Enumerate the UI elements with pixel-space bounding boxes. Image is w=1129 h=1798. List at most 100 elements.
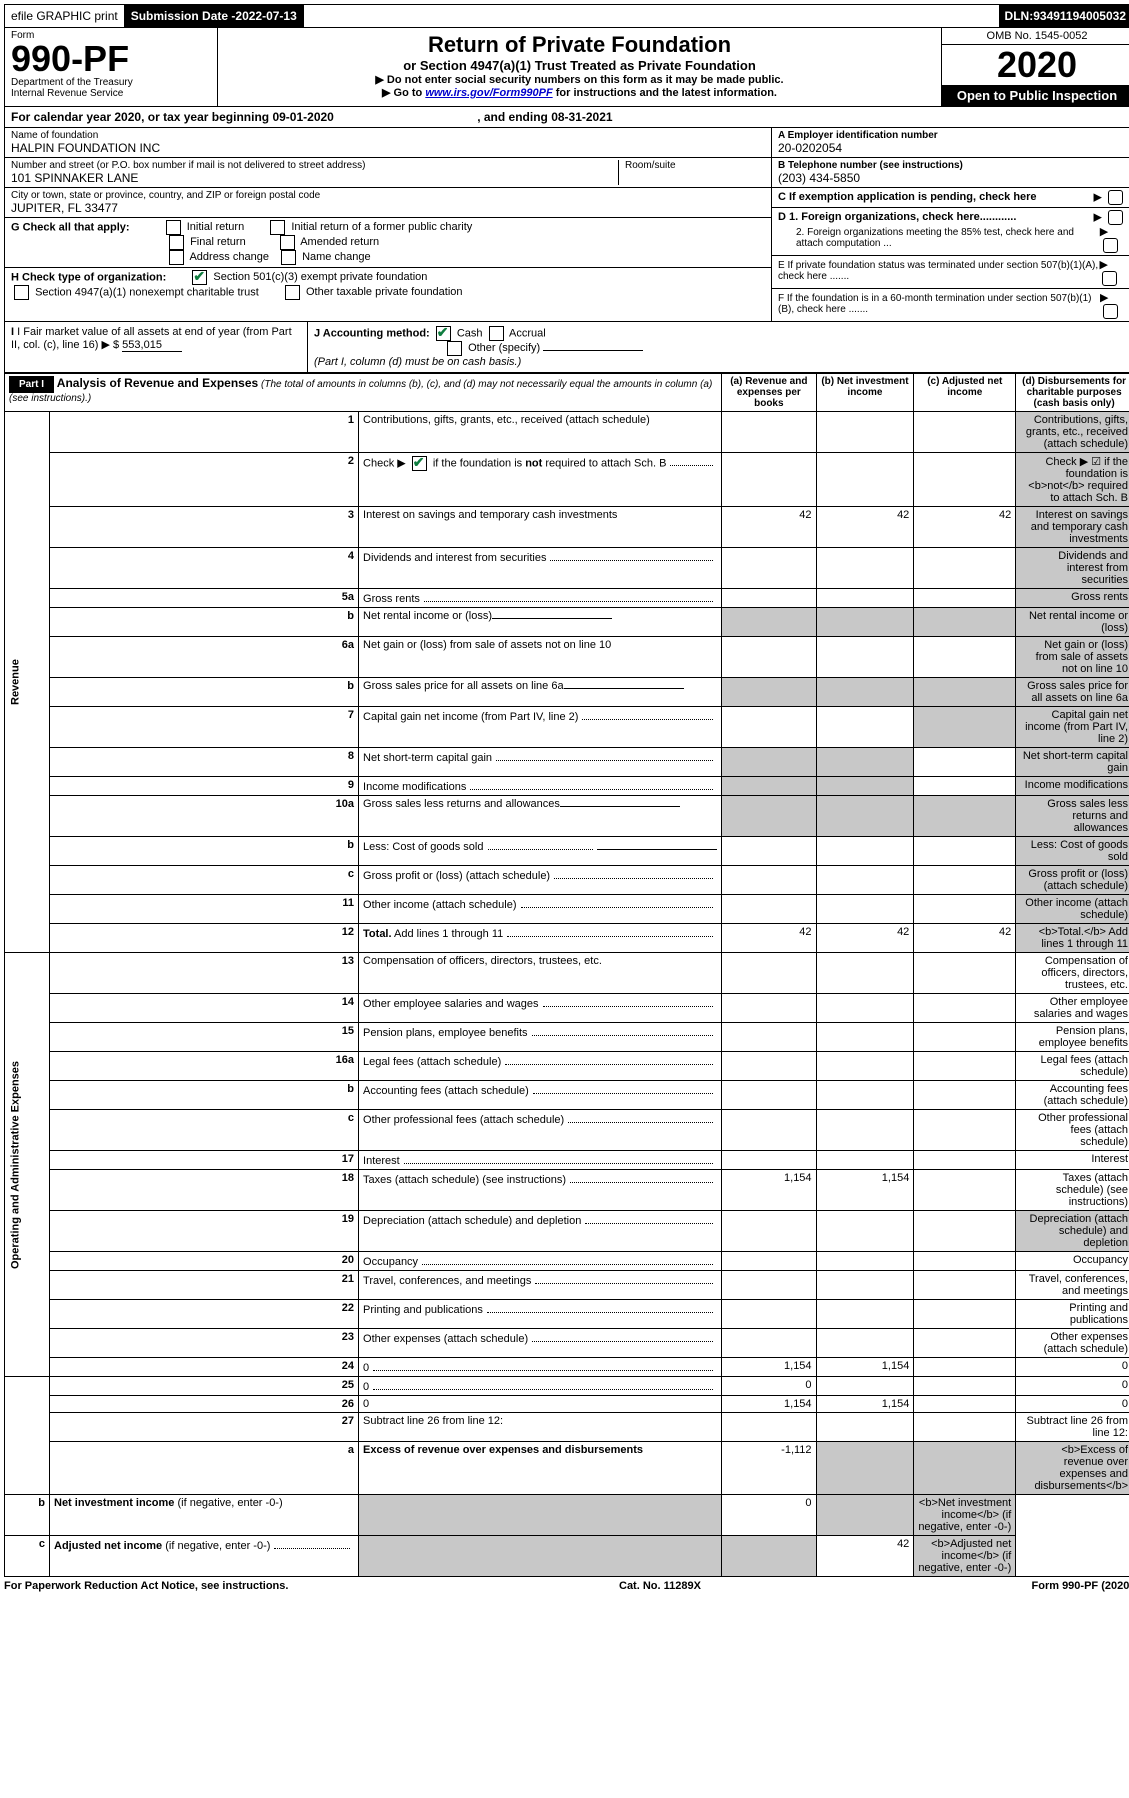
line-description: Net rental income or (loss) <box>359 608 722 637</box>
col-d-value: Other income (attach schedule) <box>1016 895 1129 924</box>
accrual-checkbox[interactable] <box>489 326 504 341</box>
col-b-value <box>816 1023 914 1052</box>
e-checkbox[interactable] <box>1102 271 1117 286</box>
col-c-value <box>914 1052 1016 1081</box>
other-method-checkbox[interactable] <box>447 341 462 356</box>
table-row: 9Income modificationsIncome modification… <box>5 777 1129 796</box>
line-number: b <box>50 608 359 637</box>
section-d2: 2. Foreign organizations meeting the 85%… <box>778 227 1100 249</box>
col-a-value <box>722 1151 816 1170</box>
col-c-header: (c) Adjusted net income <box>914 374 1016 412</box>
line-description: Depreciation (attach schedule) and deple… <box>359 1211 722 1252</box>
col-d-value: Other professional fees (attach schedule… <box>1016 1110 1129 1151</box>
line-number: 1 <box>50 412 359 453</box>
line-description: Interest on savings and temporary cash i… <box>359 507 722 548</box>
table-row: 18Taxes (attach schedule) (see instructi… <box>5 1170 1129 1211</box>
col-b-value <box>816 1377 914 1396</box>
table-row: 23Other expenses (attach schedule)Other … <box>5 1329 1129 1358</box>
final-return-checkbox[interactable] <box>169 235 184 250</box>
table-row: bNet rental income or (loss)Net rental i… <box>5 608 1129 637</box>
col-c-value <box>914 777 1016 796</box>
section-i-j: I I Fair market value of all assets at e… <box>4 322 1129 373</box>
col-d-value: Contributions, gifts, grants, etc., rece… <box>1016 412 1129 453</box>
line-description: Gross sales less returns and allowances <box>359 796 722 837</box>
501c3-checkbox[interactable] <box>192 270 207 285</box>
irs-link[interactable]: www.irs.gov/Form990PF <box>425 87 552 99</box>
4947-checkbox[interactable] <box>14 285 29 300</box>
col-d-value: 0 <box>1016 1377 1129 1396</box>
d1-checkbox[interactable] <box>1108 210 1123 225</box>
line-number: 11 <box>50 895 359 924</box>
submission-date: Submission Date - 2022-07-13 <box>125 5 304 27</box>
foundation-name: HALPIN FOUNDATION INC <box>11 141 765 155</box>
col-c-value <box>914 837 1016 866</box>
col-a-value <box>722 608 816 637</box>
line-number: 13 <box>50 953 359 994</box>
table-row: bNet investment income (if negative, ent… <box>5 1495 1129 1536</box>
opex-side-label: Operating and Administrative Expenses <box>5 953 50 1377</box>
table-row: 12Total. Add lines 1 through 11424242<b>… <box>5 924 1129 953</box>
col-b-value <box>816 1442 914 1495</box>
line-number: 8 <box>50 748 359 777</box>
col-d-value: Subtract line 26 from line 12: <box>1016 1413 1129 1442</box>
phone-label: B Telephone number (see instructions) <box>778 160 1126 171</box>
table-row: Operating and Administrative Expenses13C… <box>5 953 1129 994</box>
col-a-value <box>722 1211 816 1252</box>
f-checkbox[interactable] <box>1103 304 1118 319</box>
col-c-value <box>914 1023 1016 1052</box>
col-c-value <box>914 895 1016 924</box>
table-row: 2601,1541,1540 <box>5 1396 1129 1413</box>
table-row: 21Travel, conferences, and meetingsTrave… <box>5 1271 1129 1300</box>
col-a-value <box>722 1329 816 1358</box>
initial-return-checkbox[interactable] <box>166 220 181 235</box>
line-number: 24 <box>50 1358 359 1377</box>
col-d-value: Gross sales less returns and allowances <box>1016 796 1129 837</box>
amended-return-checkbox[interactable] <box>280 235 295 250</box>
line-number: 15 <box>50 1023 359 1052</box>
col-b-value <box>816 796 914 837</box>
top-bar: efile GRAPHIC print Submission Date - 20… <box>4 4 1129 28</box>
other-taxable-checkbox[interactable] <box>285 285 300 300</box>
col-a-value <box>722 748 816 777</box>
accounting-label: J Accounting method: <box>314 327 430 339</box>
dept: Department of the Treasury <box>11 77 211 88</box>
name-change-checkbox[interactable] <box>281 250 296 265</box>
line-number: 27 <box>50 1413 359 1442</box>
line-description: Income modifications <box>359 777 722 796</box>
initial-former-checkbox[interactable] <box>270 220 285 235</box>
line-description: Taxes (attach schedule) (see instruction… <box>359 1170 722 1211</box>
line-number: 21 <box>50 1271 359 1300</box>
part-1-label: Part I <box>9 376 54 393</box>
col-b-value <box>816 1413 914 1442</box>
col-a-value <box>722 453 816 507</box>
cash-checkbox[interactable] <box>436 326 451 341</box>
col-b-value <box>816 1271 914 1300</box>
line-description: Subtract line 26 from line 12: <box>359 1413 722 1442</box>
d2-checkbox[interactable] <box>1103 238 1118 253</box>
col-c-value <box>914 994 1016 1023</box>
col-c-value <box>914 796 1016 837</box>
col-d-value: Less: Cost of goods sold <box>1016 837 1129 866</box>
col-b-value <box>816 895 914 924</box>
col-b-value <box>816 678 914 707</box>
col-a-value <box>722 1052 816 1081</box>
col-b-value <box>816 1052 914 1081</box>
address-change-checkbox[interactable] <box>169 250 184 265</box>
col-b-header: (b) Net investment income <box>816 374 914 412</box>
c-checkbox[interactable] <box>1108 190 1123 205</box>
col-b-value <box>816 589 914 608</box>
col-a-value <box>722 1300 816 1329</box>
col-b-value <box>816 608 914 637</box>
table-row: 7Capital gain net income (from Part IV, … <box>5 707 1129 748</box>
col-a-value <box>722 1023 816 1052</box>
col-c-value <box>914 1211 1016 1252</box>
line-number: 23 <box>50 1329 359 1358</box>
col-d-value: Occupancy <box>1016 1252 1129 1271</box>
line-description: Adjusted net income (if negative, enter … <box>50 1536 359 1577</box>
col-c-value <box>914 678 1016 707</box>
col-a-value <box>722 1252 816 1271</box>
col-a-value <box>722 589 816 608</box>
col-c-value <box>914 412 1016 453</box>
table-row: bAccounting fees (attach schedule)Accoun… <box>5 1081 1129 1110</box>
col-d-value: Net short-term capital gain <box>1016 748 1129 777</box>
